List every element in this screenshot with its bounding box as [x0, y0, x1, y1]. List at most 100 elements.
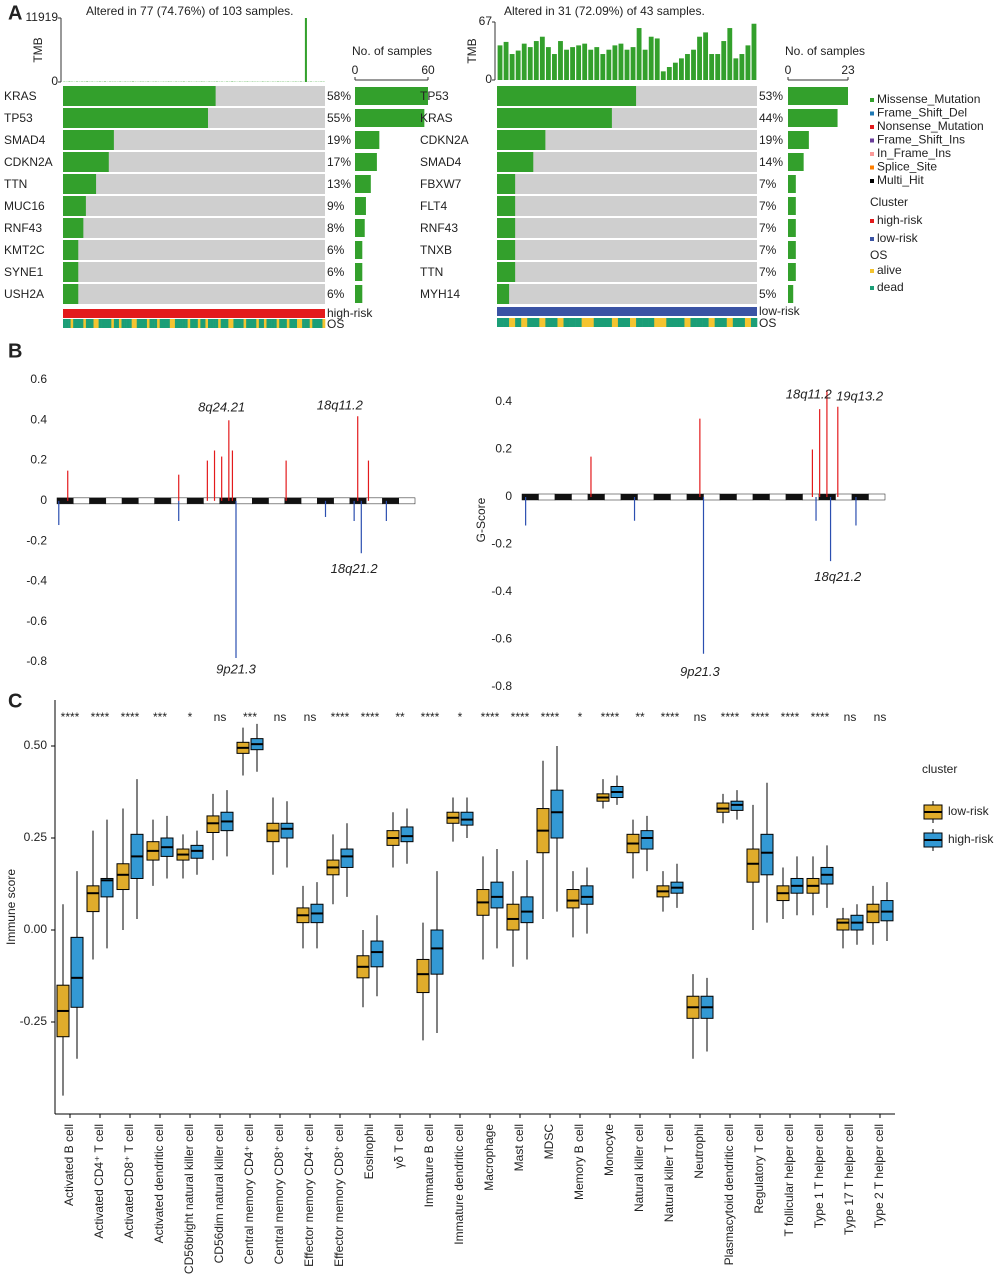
mutation-cells	[63, 152, 109, 172]
box	[506, 903, 520, 931]
tmb-bar	[679, 58, 684, 80]
row-background	[497, 284, 757, 304]
count-bar	[788, 153, 804, 171]
tmb-bar	[539, 36, 545, 80]
row-background	[63, 240, 325, 260]
legend-swatch	[870, 286, 874, 290]
significance: ****	[601, 710, 620, 724]
count-bar	[355, 241, 363, 259]
count-bar	[788, 109, 838, 127]
x-tick-label: Type 1 T helper cell	[812, 1124, 826, 1228]
y-tick-label: 11919	[26, 10, 59, 24]
chromosome-band	[268, 497, 286, 505]
mutation-cells	[63, 86, 216, 106]
legend-swatch	[870, 125, 874, 129]
y-tick-label: 0	[40, 493, 47, 507]
mutation-cells	[497, 262, 516, 282]
mutation-cells	[63, 218, 84, 238]
count-bar	[788, 219, 796, 237]
chromosome-band	[89, 497, 107, 505]
chromosome-band	[105, 497, 123, 505]
os-cell	[286, 319, 290, 328]
significance: ns	[844, 710, 857, 724]
chromosome-band	[382, 497, 399, 505]
percent-label: 6%	[327, 265, 345, 279]
count-bar	[355, 87, 428, 105]
mutation-cells	[497, 218, 516, 238]
significance: ****	[331, 710, 350, 724]
chromosome-band	[571, 493, 589, 501]
os-cell	[85, 319, 89, 328]
x-tick-label: 23	[841, 63, 855, 77]
os-cell	[299, 319, 303, 328]
peak-annotation: 8q24.21	[198, 400, 245, 415]
percent-label: 5%	[759, 287, 777, 301]
legend-swatch	[870, 111, 874, 116]
os-cell	[90, 319, 94, 328]
tmb-bar	[654, 38, 660, 80]
cluster-bar	[497, 307, 757, 316]
peak-annotation: 9p21.3	[216, 661, 257, 676]
os-cell	[205, 319, 209, 328]
gene-label: USH2A	[4, 287, 44, 301]
significance: ns	[304, 710, 317, 724]
os-cell	[88, 319, 92, 328]
row-background	[63, 130, 325, 150]
axis-label: TMB	[31, 37, 45, 62]
significance: *	[578, 710, 583, 724]
chromosome-band	[186, 497, 204, 505]
chromosome-band	[686, 493, 704, 501]
os-cell	[274, 319, 277, 328]
y-tick-label: -0.25	[20, 1014, 48, 1028]
count-bar	[355, 219, 365, 237]
row-background	[497, 196, 757, 216]
chromosome-band	[554, 493, 572, 501]
y-tick-label: 0.6	[30, 372, 47, 386]
os-cell	[281, 319, 285, 328]
os-cell	[575, 318, 582, 327]
box	[416, 958, 430, 994]
os-cell	[309, 319, 313, 328]
box	[100, 877, 114, 898]
os-cell	[177, 319, 181, 328]
row-background	[63, 174, 325, 194]
mutation-cells	[497, 240, 516, 260]
legend-label: Splice_Site	[877, 160, 937, 174]
significance: ****	[721, 710, 740, 724]
os-cell	[220, 319, 224, 328]
gene-label: RNF43	[4, 221, 42, 235]
peak-annotation: 18q21.2	[814, 569, 862, 584]
os-cell	[263, 319, 267, 328]
x-tick-label: Mast cell	[512, 1124, 526, 1171]
count-bar	[788, 131, 809, 149]
chromosome-band	[235, 497, 253, 505]
legend-label: Multi_Hit	[877, 173, 924, 187]
significance: ***	[153, 710, 167, 724]
os-cell	[533, 318, 540, 327]
y-tick-label: -0.8	[26, 654, 47, 668]
significance: ****	[511, 710, 530, 724]
gene-label: TP53	[4, 111, 33, 125]
mutation-cells	[63, 262, 79, 282]
chromosome-band	[154, 497, 172, 505]
os-cell	[312, 319, 316, 328]
count-bar	[788, 241, 796, 259]
significance: ****	[541, 710, 560, 724]
os-cell	[654, 318, 661, 327]
os-cell	[187, 319, 191, 328]
tmb-bar	[582, 43, 588, 80]
x-tick-label: MDSC	[542, 1124, 556, 1160]
significance: ns	[214, 710, 227, 724]
x-tick-label: Activated B cell	[62, 1124, 76, 1206]
os-cell	[230, 319, 234, 328]
x-tick-label: Immature dendritic cell	[452, 1124, 466, 1245]
chromosome-band	[653, 493, 671, 501]
os-cell	[266, 319, 270, 328]
legend-label: alive	[877, 263, 902, 277]
os-cell	[302, 319, 305, 328]
os-cell	[65, 319, 69, 328]
os-cell	[497, 318, 504, 327]
chart-title: Altered in 31 (72.09%) of 43 samples.	[504, 4, 705, 18]
os-cell	[225, 319, 229, 328]
os-cell	[714, 318, 722, 327]
